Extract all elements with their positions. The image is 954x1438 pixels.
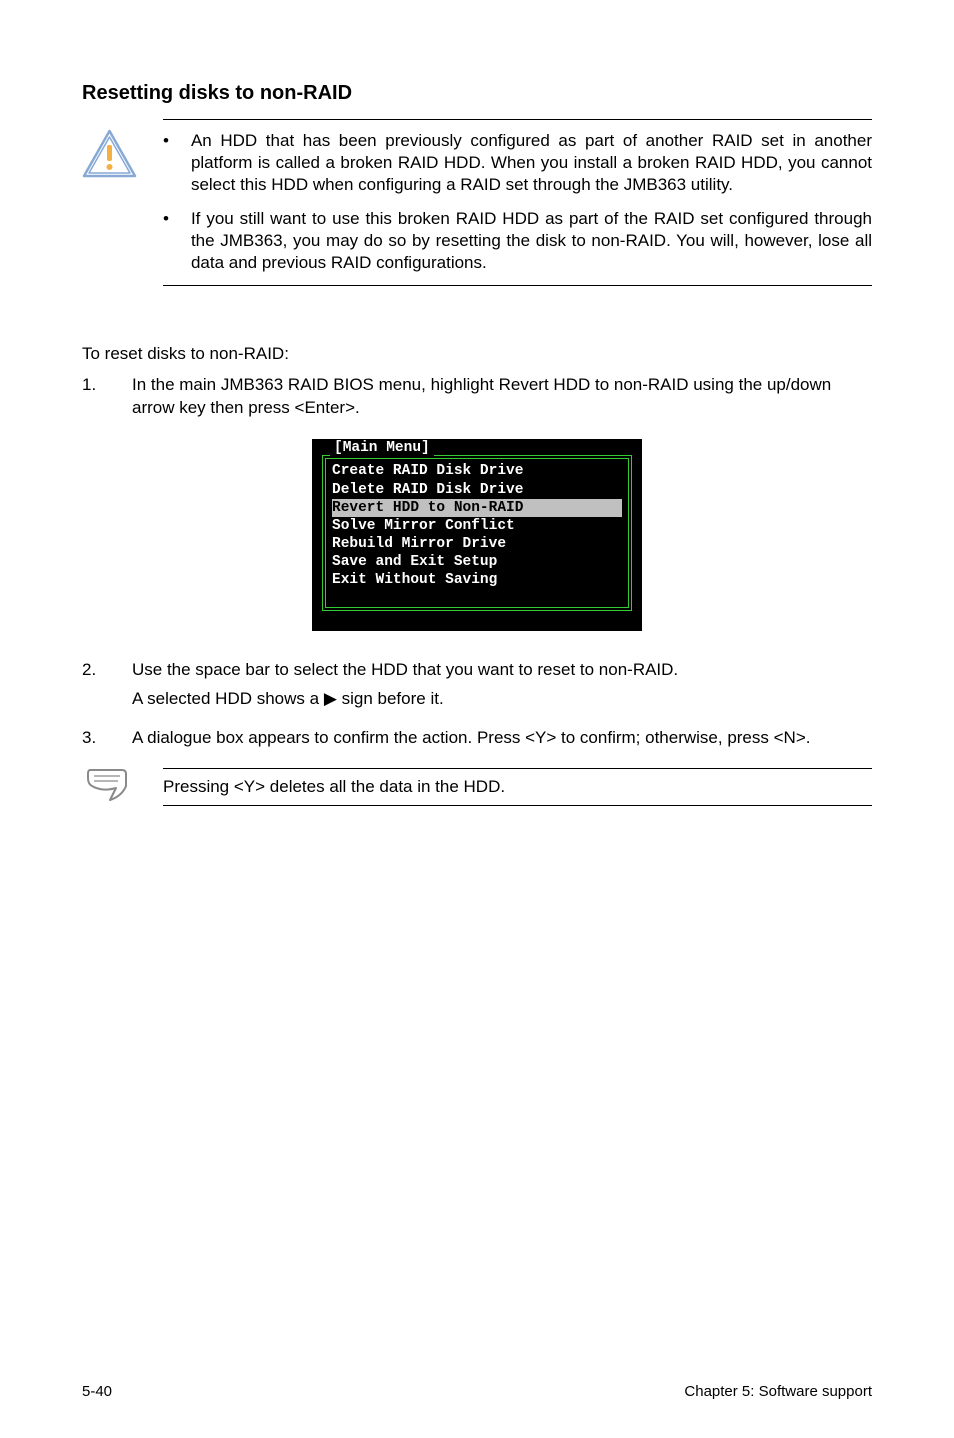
warning-item: • An HDD that has been previously config… (163, 130, 872, 196)
terminal-line-highlight: Revert HDD to Non-RAID (332, 499, 622, 517)
note-icon (82, 766, 137, 808)
warning-item: • If you still want to use this broken R… (163, 208, 872, 274)
step-text: Use the space bar to select the HDD that… (132, 659, 872, 717)
intro-text: To reset disks to non-RAID: (82, 344, 872, 364)
terminal-line: Solve Mirror Conflict (332, 517, 622, 535)
terminal-line: Rebuild Mirror Drive (332, 535, 622, 553)
section-heading: Resetting disks to non-RAID (82, 82, 872, 105)
step-number: 2. (82, 659, 106, 717)
terminal-line: Save and Exit Setup (332, 553, 622, 571)
page: Resetting disks to non-RAID • An HDD tha… (0, 0, 954, 1438)
note-callout: Pressing <Y> deletes all the data in the… (82, 766, 872, 808)
step-paragraph: In the main JMB363 RAID BIOS menu, highl… (132, 374, 872, 420)
footer-chapter: Chapter 5: Software support (684, 1383, 872, 1400)
warning-text: An HDD that has been previously configur… (191, 130, 872, 196)
step-paragraph: A dialogue box appears to confirm the ac… (132, 727, 872, 750)
step-item: 2. Use the space bar to select the HDD t… (82, 659, 872, 717)
step-item: 3. A dialogue box appears to confirm the… (82, 727, 872, 756)
step-item: 1. In the main JMB363 RAID BIOS menu, hi… (82, 374, 872, 426)
step-number: 3. (82, 727, 106, 756)
warning-text: If you still want to use this broken RAI… (191, 208, 872, 274)
warning-icon (82, 129, 137, 179)
triangle-icon: ▶ (324, 688, 337, 711)
bullet-icon: • (163, 130, 169, 196)
step-paragraph: Use the space bar to select the HDD that… (132, 659, 872, 682)
warning-callout: • An HDD that has been previously config… (82, 119, 872, 286)
terminal-line: Delete RAID Disk Drive (332, 481, 622, 499)
step-number: 1. (82, 374, 106, 426)
terminal-inner-border: Create RAID Disk Drive Delete RAID Disk … (325, 458, 629, 608)
terminal-title: [Main Menu] (330, 439, 434, 457)
terminal-line: Exit Without Saving (332, 571, 622, 589)
note-body: Pressing <Y> deletes all the data in the… (163, 768, 872, 806)
step-text: A dialogue box appears to confirm the ac… (132, 727, 872, 756)
terminal-line: Create RAID Disk Drive (332, 462, 622, 480)
terminal: [Main Menu] Create RAID Disk Drive Delet… (312, 439, 642, 631)
terminal-outer-border: Create RAID Disk Drive Delete RAID Disk … (322, 455, 632, 611)
page-footer: 5-40 Chapter 5: Software support (82, 1383, 872, 1400)
terminal-wrap: [Main Menu] Create RAID Disk Drive Delet… (82, 439, 872, 631)
step-text: In the main JMB363 RAID BIOS menu, highl… (132, 374, 872, 426)
step-paragraph: A selected HDD shows a ▶ sign before it. (132, 688, 872, 711)
footer-page-number: 5-40 (82, 1383, 112, 1400)
bullet-icon: • (163, 208, 169, 274)
warning-body: • An HDD that has been previously config… (163, 119, 872, 286)
